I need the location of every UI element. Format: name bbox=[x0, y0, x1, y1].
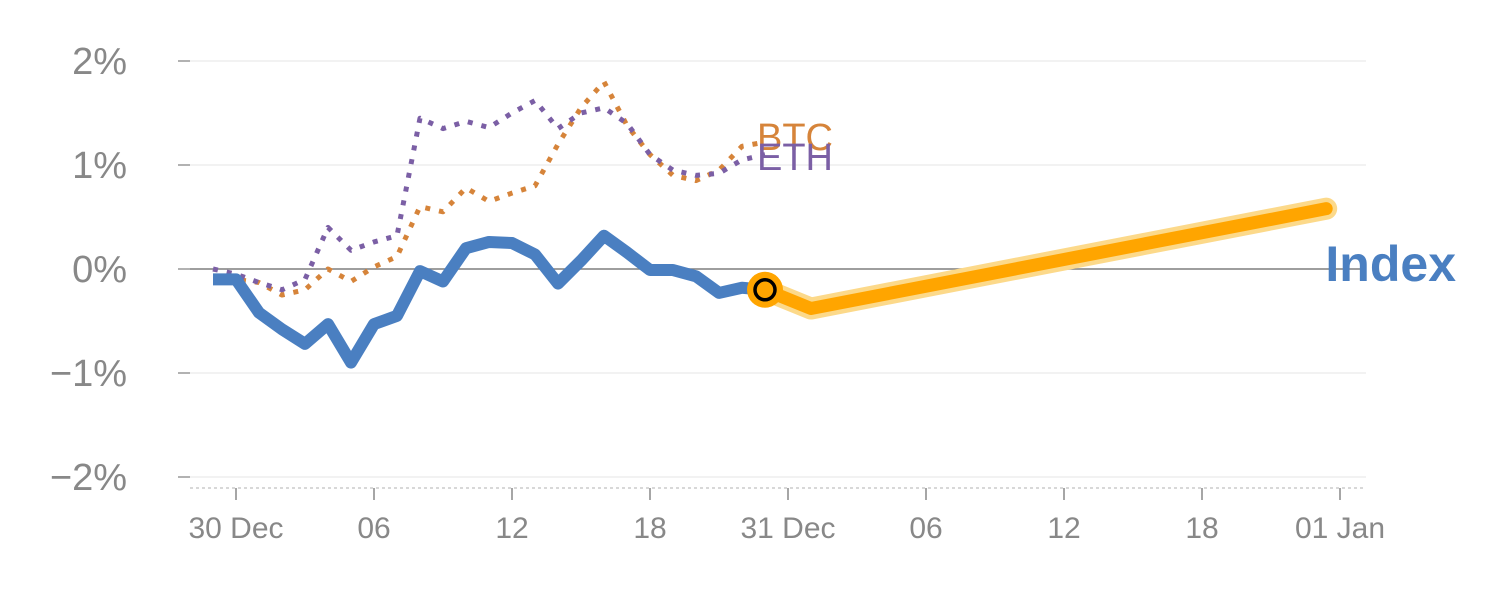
y-tick-label: 0% bbox=[72, 249, 127, 291]
x-tick-label: 31 Dec bbox=[740, 512, 835, 545]
eth-series-line bbox=[212, 98, 766, 293]
x-tick-label: 18 bbox=[633, 512, 666, 545]
index-series-label: Index bbox=[1325, 236, 1456, 292]
eth-series-label: ETH bbox=[757, 137, 833, 179]
grid-layer bbox=[190, 60, 1366, 478]
x-tick-label: 06 bbox=[909, 512, 942, 545]
series-layer bbox=[212, 79, 1338, 369]
axis-layer: 2% 1% 0% −1% −2% 30 Dec 06 12 18 31 Dec 06 12 18 01 J… bbox=[50, 41, 1385, 545]
x-tick-label: 06 bbox=[357, 512, 390, 545]
y-tick-label: −1% bbox=[50, 353, 127, 395]
x-tick-label: 12 bbox=[1047, 512, 1080, 545]
index-series-line bbox=[213, 229, 766, 369]
y-tick-label: 1% bbox=[72, 145, 127, 187]
btc-series-label: BTC bbox=[757, 117, 833, 159]
current-value-marker-ring bbox=[753, 278, 777, 302]
x-tick-label: 12 bbox=[495, 512, 528, 545]
x-tick-label: 30 Dec bbox=[188, 512, 283, 545]
y-tick-label: 2% bbox=[72, 41, 127, 83]
x-tick-label: 01 Jan bbox=[1295, 512, 1385, 545]
btc-series-line bbox=[213, 79, 766, 298]
y-tick-label: −2% bbox=[50, 457, 127, 499]
x-tick-label: 18 bbox=[1185, 512, 1218, 545]
